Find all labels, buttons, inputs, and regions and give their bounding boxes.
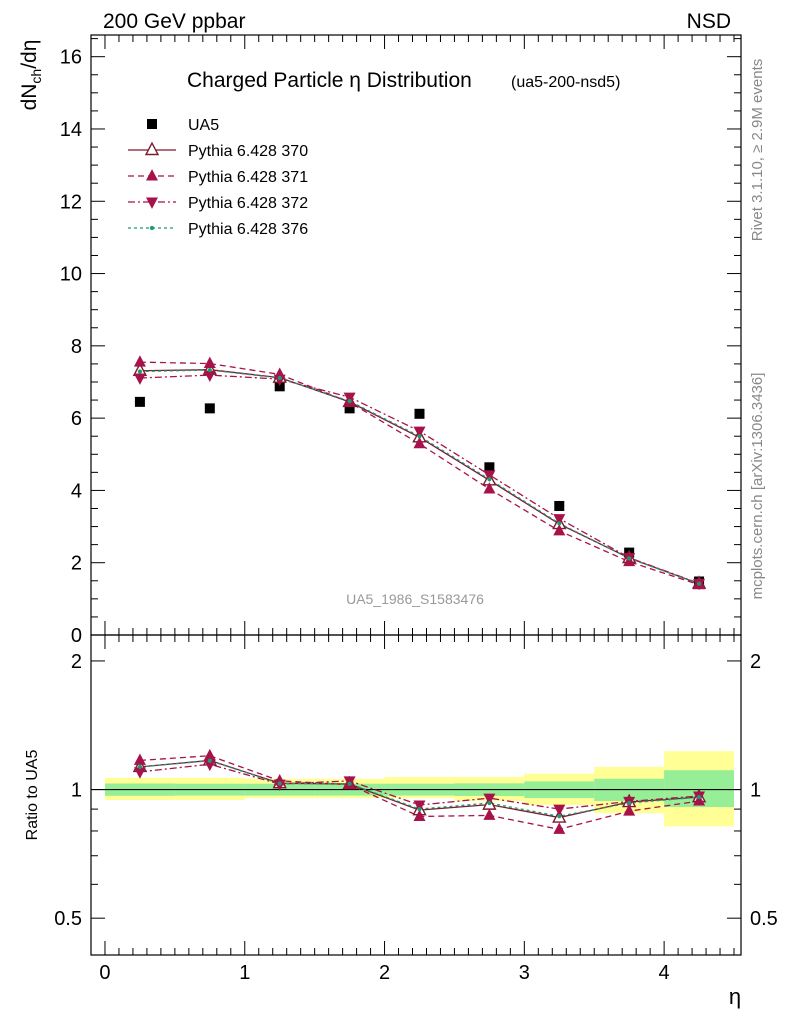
series-line-2 bbox=[139, 361, 700, 586]
data-point-0-2 bbox=[274, 381, 285, 392]
legend: UA5 Pythia 6.428 370 Pythia 6.428 371 Pythi… bbox=[128, 117, 308, 238]
data-point-2-5 bbox=[483, 482, 496, 494]
legend-marker-0 bbox=[147, 119, 157, 129]
y-tick-label: 6 bbox=[71, 408, 82, 430]
data-point-2-1 bbox=[203, 356, 216, 369]
ratio-point-2-0 bbox=[133, 767, 146, 779]
data-point-3-1 bbox=[203, 370, 216, 383]
ratio-point-3-6 bbox=[557, 814, 562, 819]
watermark: UA5_1986_S1583476 bbox=[346, 591, 484, 607]
ratio-point-1-1 bbox=[203, 748, 216, 761]
y-tick-label: 12 bbox=[60, 191, 82, 213]
legend-marker-4 bbox=[149, 225, 155, 231]
y-tick-label: 2 bbox=[71, 553, 82, 575]
data-point-4-3 bbox=[347, 399, 352, 404]
ratio-point-1-5 bbox=[483, 808, 496, 820]
x-axis-label: η bbox=[729, 984, 741, 1009]
data-point-3-3 bbox=[343, 392, 356, 405]
ratio-point-2-6 bbox=[553, 804, 566, 817]
series-line-3 bbox=[139, 374, 700, 584]
data-point-3-5 bbox=[483, 470, 496, 482]
x-tick-label: 3 bbox=[519, 962, 530, 984]
ratio-y-axis-label: Ratio to UA5 bbox=[24, 750, 41, 841]
ratio-y-tick-label-right: 0.5 bbox=[750, 908, 778, 930]
data-point-0-5 bbox=[484, 462, 495, 473]
series-line-1 bbox=[139, 369, 700, 585]
legend-label-0: UA5 bbox=[188, 117, 219, 134]
data-point-4-6 bbox=[557, 521, 562, 526]
ratio-point-1-6 bbox=[553, 822, 566, 834]
ratio-point-1-7 bbox=[623, 804, 636, 816]
data-point-0-0 bbox=[134, 396, 145, 407]
ratio-line-3 bbox=[139, 760, 700, 817]
ratio-plot: 0.5 0.5 1 1 2 2 0 1 2 3 4 Ratio to UA5 η bbox=[24, 634, 778, 1009]
data-point-3-6 bbox=[553, 514, 566, 526]
ratio-y-tick-label-left: 2 bbox=[71, 651, 82, 673]
legend-marker-2 bbox=[146, 169, 158, 181]
main-subtitle: (ua5-200-nsd5) bbox=[511, 74, 620, 91]
data-point-0-1 bbox=[204, 403, 215, 414]
data-point-2-0 bbox=[133, 355, 146, 367]
y-tick-label: 16 bbox=[60, 47, 82, 69]
data-point-3-4 bbox=[413, 426, 426, 439]
data-point-4-2 bbox=[277, 375, 282, 381]
data-point-4-1 bbox=[207, 367, 212, 373]
rivet-label: Rivet 3.1.10, ≥ 2.9M events bbox=[749, 59, 766, 242]
legend-label-4: Pythia 6.428 376 bbox=[188, 221, 308, 238]
x-tick-label: 0 bbox=[99, 962, 110, 984]
ratio-point-3-4 bbox=[417, 807, 422, 812]
ratio-point-3-7 bbox=[627, 800, 632, 806]
ratio-point-3-8 bbox=[696, 795, 702, 800]
y-tick-label: 14 bbox=[60, 119, 82, 141]
data-point-2-4 bbox=[413, 436, 426, 449]
data-point-0-3 bbox=[344, 403, 355, 414]
x-tick-label: 4 bbox=[659, 962, 670, 984]
x-tick-label: 1 bbox=[239, 962, 250, 984]
data-point-0-6 bbox=[554, 500, 565, 511]
legend-marker-3 bbox=[146, 197, 158, 209]
ratio-point-3-5 bbox=[487, 800, 492, 806]
data-point-4-5 bbox=[487, 477, 492, 482]
data-point-3-0 bbox=[133, 373, 146, 385]
main-plot: 0 2 4 6 8 10 12 14 16 dNch/dη Charged Particle η … bbox=[18, 34, 742, 647]
y-tick-label: 10 bbox=[60, 264, 82, 286]
ratio-y-tick-label-left: 1 bbox=[71, 780, 82, 802]
data-point-4-4 bbox=[417, 434, 422, 439]
legend-label-1: Pythia 6.428 370 bbox=[188, 143, 308, 160]
data-point-3-2 bbox=[273, 374, 286, 386]
ratio-frame bbox=[90, 634, 742, 956]
data-point-4-8 bbox=[696, 581, 702, 586]
y-tick-label: 0 bbox=[71, 625, 82, 647]
ratio-point-3-3 bbox=[347, 781, 352, 786]
x-tick-label: 2 bbox=[379, 962, 390, 984]
ratio-point-2-4 bbox=[413, 800, 426, 812]
y-tick-label: 8 bbox=[71, 336, 82, 358]
header-left: 200 GeV ppbar bbox=[103, 10, 245, 33]
main-title: Charged Particle η Distribution bbox=[187, 69, 472, 92]
ratio-point-1-0 bbox=[133, 753, 146, 765]
ratio-point-2-5 bbox=[483, 793, 496, 805]
ratio-y-tick-label-right: 2 bbox=[750, 651, 761, 673]
ratio-y-tick-label-left: 0.5 bbox=[54, 908, 82, 930]
data-point-0-4 bbox=[414, 408, 425, 419]
data-point-4-0 bbox=[137, 369, 143, 374]
ratio-point-3-2 bbox=[277, 781, 282, 786]
ratio-point-3-1 bbox=[207, 758, 212, 763]
ratio-point-2-1 bbox=[203, 759, 216, 772]
data-point-2-6 bbox=[553, 524, 566, 536]
mcplots-label: mcplots.cern.ch [arXiv:1306.3436] bbox=[749, 373, 766, 600]
legend-marker-1 bbox=[144, 141, 160, 156]
legend-label-2: Pythia 6.428 371 bbox=[188, 169, 308, 186]
ratio-point-3-0 bbox=[137, 764, 143, 769]
header-right: NSD bbox=[687, 10, 731, 33]
ratio-y-tick-label-right: 1 bbox=[750, 780, 761, 802]
ratio-point-1-4 bbox=[413, 809, 426, 821]
main-y-axis-label: dNch/dη bbox=[18, 40, 44, 111]
y-tick-label: 4 bbox=[71, 480, 82, 502]
legend-label-3: Pythia 6.428 372 bbox=[188, 195, 308, 212]
data-point-4-7 bbox=[627, 556, 632, 561]
